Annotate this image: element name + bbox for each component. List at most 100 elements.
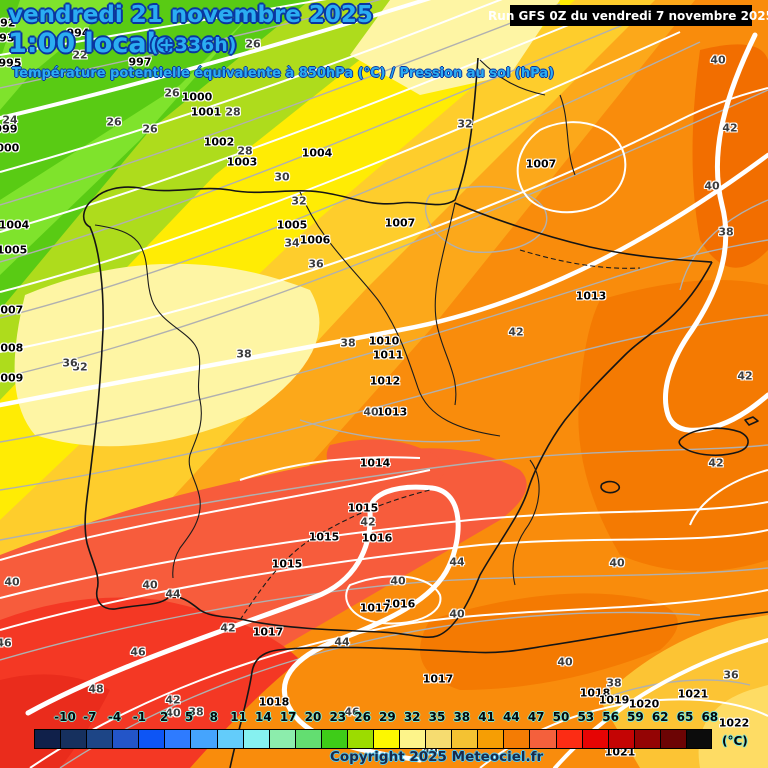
colorbar-cell xyxy=(294,729,321,749)
colorbar-cell xyxy=(34,729,61,749)
colorbar-cell xyxy=(320,729,347,749)
colorbar-tick: -10 xyxy=(54,710,76,724)
colorbar-cell xyxy=(373,729,400,749)
pressure-label: 1022 xyxy=(718,716,750,730)
pressure-label: 1021 xyxy=(677,687,709,701)
temperature-label: 34 xyxy=(284,236,300,250)
temperature-label: 32 xyxy=(457,117,473,131)
model-run-info: Run GFS 0Z du vendredi 7 novembre 2025 xyxy=(488,5,768,26)
pressure-label: 1014 xyxy=(359,456,391,470)
colorbar-cell xyxy=(268,729,295,749)
colorbar-tick: 5 xyxy=(184,710,194,724)
colorbar-cell xyxy=(477,729,504,749)
interior-borders xyxy=(94,59,641,621)
temperature-label: 42 xyxy=(220,621,236,635)
temperature-label: 40 xyxy=(609,556,625,570)
pressure-label: 1005 xyxy=(276,218,308,232)
pressure-label: 1004 xyxy=(301,146,333,160)
colorbar-cell xyxy=(399,729,426,749)
temperature-label: 36 xyxy=(308,257,324,271)
colorbar-tick: -1 xyxy=(132,710,147,724)
temperature-label: 40 xyxy=(363,405,379,419)
colorbar-tick: 32 xyxy=(403,710,421,724)
temperature-label: 44 xyxy=(334,635,350,649)
colorbar-tick: 50 xyxy=(552,710,570,724)
pressure-label: 1006 xyxy=(299,233,331,247)
temperature-label: 32 xyxy=(291,194,307,208)
pressure-label: 1008 xyxy=(0,341,24,355)
colorbar-tick: 56 xyxy=(602,710,619,724)
pressure-label: 1018 xyxy=(579,686,611,700)
colorbar-tick: -7 xyxy=(83,710,97,724)
pressure-label: 1001 xyxy=(190,105,222,119)
pressure-label: 1007 xyxy=(0,303,24,317)
forecast-date: vendredi 21 novembre 2025 xyxy=(8,2,373,28)
colorbar xyxy=(34,729,713,749)
pressure-label: 1011 xyxy=(372,348,404,362)
temperature-label: 46 xyxy=(0,636,12,650)
pressure-label: 1015 xyxy=(271,557,303,571)
temperature-label: 44 xyxy=(449,555,465,569)
colorbar-cell xyxy=(503,729,530,749)
pressure-label: 1017 xyxy=(422,672,454,686)
temperature-label: 40 xyxy=(4,575,20,589)
colorbar-cell xyxy=(164,729,191,749)
pressure-label: 1004 xyxy=(0,218,30,232)
pressure-label: 1016 xyxy=(361,531,393,545)
temperature-label: 22 xyxy=(72,48,88,62)
temperature-label: 26 xyxy=(106,115,122,129)
pressure-label: 992 xyxy=(0,16,16,30)
colorbar-cell xyxy=(216,729,243,749)
pressure-label: 995 xyxy=(0,56,22,70)
pressure-label: 1021 xyxy=(604,745,636,759)
temperature-label: 40 xyxy=(704,179,720,193)
colorbar-tick: 8 xyxy=(209,710,218,724)
temperature-label: 38 xyxy=(340,336,356,350)
forecast-time: 1:00 locale xyxy=(8,28,175,59)
colorbar-cell xyxy=(581,729,608,749)
temperature-label: 26 xyxy=(142,122,158,136)
colorbar-tick: 2 xyxy=(160,710,169,724)
colorbar-cell xyxy=(242,729,269,749)
pressure-label: 1015 xyxy=(347,501,379,515)
temperature-label: 42 xyxy=(360,515,376,529)
pressure-label: 1012 xyxy=(369,374,401,388)
colorbar-cell xyxy=(425,729,452,749)
temperature-label: 46 xyxy=(130,645,146,659)
temperature-label: 48 xyxy=(88,682,104,696)
pressure-label: 1002 xyxy=(203,135,235,149)
pressure-label: 1017 xyxy=(359,601,391,615)
temperature-label: 40 xyxy=(422,744,438,758)
colorbar-tick: -4 xyxy=(107,710,122,724)
colorbar-tick: 65 xyxy=(676,710,694,724)
colorbar-tick: 17 xyxy=(279,710,297,724)
colorbar-unit: (°C) xyxy=(722,734,748,748)
temperature-label: 42 xyxy=(508,325,524,339)
pressure-label: 1000 xyxy=(0,141,20,155)
colorbar-tick: 62 xyxy=(651,710,669,724)
temperature-label: 40 xyxy=(710,53,726,67)
pressure-label: 1007 xyxy=(525,157,557,171)
colorbar-cell xyxy=(190,729,217,749)
colorbar-tick: 47 xyxy=(527,710,545,724)
colorbar-tick: 26 xyxy=(354,710,371,724)
colorbar-cell xyxy=(529,729,556,749)
colorbar-tick: 59 xyxy=(627,710,644,724)
colorbar-cell xyxy=(685,729,713,749)
colorbar-tick: 53 xyxy=(577,710,595,724)
temperature-label: 40 xyxy=(449,607,465,621)
temperature-label: 40 xyxy=(557,655,573,669)
colorbar-cell xyxy=(60,729,87,749)
pressure-label: 1013 xyxy=(575,289,607,303)
pressure-label: 1003 xyxy=(226,155,258,169)
temperature-label: 38 xyxy=(236,347,252,361)
colorbar-tick: 41 xyxy=(478,710,495,724)
colorbar-cell xyxy=(86,729,113,749)
temperature-label: 28 xyxy=(225,105,241,119)
temperature-label: 40 xyxy=(142,578,158,592)
colorbar-tick: 38 xyxy=(453,710,471,724)
temperature-label: 46 xyxy=(344,705,360,719)
temperature-label: 38 xyxy=(718,225,734,239)
